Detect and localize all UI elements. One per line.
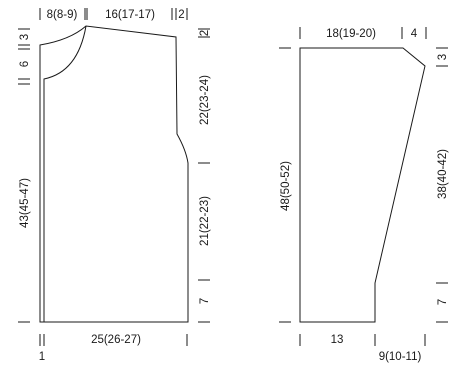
front-top-dimensions: 8(8-9) 16(17-17) 2 — [39, 8, 188, 21]
sleeve-bottom-dimensions: 13 9(10-11) — [299, 334, 426, 363]
sleeve-length-label: 48(50-52) — [280, 161, 292, 211]
front-left-dimensions: 3 6 43(45-47) — [18, 28, 31, 323]
front-outline — [39, 25, 189, 323]
front-total-length-label: 43(45-47) — [19, 178, 31, 228]
front-piece — [39, 25, 189, 323]
front-shoulder-label: 8(8-9) — [47, 9, 78, 21]
front-edge-label: 1 — [39, 351, 45, 363]
sleeve-bottom-right-label: 9(10-11) — [379, 351, 422, 363]
front-right-bottom-label: 7 — [199, 298, 211, 304]
front-width-label: 25(26-27) — [91, 334, 141, 346]
sleeve-outline — [299, 47, 426, 323]
sleeve-right-bottom-label: 7 — [437, 299, 449, 305]
front-right-dimensions: 2 22(23-24) 21(22-23) 7 — [198, 28, 211, 323]
sleeve-top-width-label: 18(19-20) — [326, 28, 376, 40]
sleeve-top-right-label: 4 — [411, 28, 418, 40]
front-bottom-dimensions: 25(26-27) 1 — [39, 334, 188, 363]
front-neck-width-label: 16(17-17) — [105, 9, 155, 21]
front-top-right-label: 2 — [178, 9, 184, 21]
sleeve-right-top-label: 3 — [437, 54, 449, 60]
front-armhole-label: 6 — [19, 61, 31, 67]
front-right-lower-label: 21(22-23) — [199, 196, 211, 246]
sleeve-right-dimensions: 3 38(40-42) 7 — [436, 47, 449, 323]
front-neckline — [43, 25, 87, 322]
front-right-top-label: 2 — [199, 30, 211, 36]
sleeve-top-dimensions: 18(19-20) 4 — [299, 27, 427, 40]
sleeve-left-dimensions: 48(50-52) — [279, 47, 292, 323]
front-right-upper-label: 22(23-24) — [199, 75, 211, 125]
sleeve-slope-label: 38(40-42) — [437, 149, 449, 199]
sleeve-bottom-left-label: 13 — [331, 334, 344, 346]
front-left-top-label: 3 — [19, 34, 31, 40]
sleeve-piece — [299, 47, 426, 323]
